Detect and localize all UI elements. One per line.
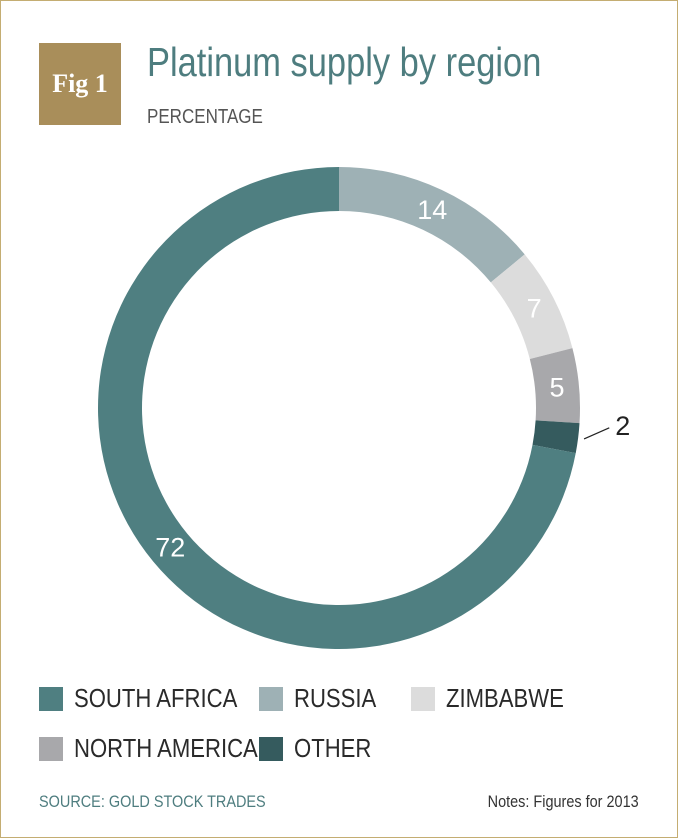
legend-swatch	[411, 686, 435, 711]
donut-chart: 14 7 5 2 72	[98, 167, 630, 649]
donut-slice-russia	[339, 167, 525, 283]
legend-item-other: OTHER	[259, 733, 385, 764]
legend-item-north-america: NORTH AMERICA	[39, 733, 290, 764]
data-label-south-africa: 72	[155, 533, 185, 563]
legend-item-zimbabwe: ZIMBABWE	[411, 683, 585, 714]
legend-swatch	[259, 686, 283, 711]
data-label-russia: 14	[417, 195, 447, 225]
legend-swatch	[39, 686, 63, 711]
footnote: Notes: Figures for 2013	[487, 792, 639, 811]
legend-swatch	[39, 736, 63, 761]
donut-slice-north-america	[529, 348, 580, 424]
legend-label: SOUTH AFRICA	[74, 683, 238, 713]
leader-line-other	[583, 427, 610, 440]
data-label-north-america: 5	[550, 372, 565, 402]
data-label-zimbabwe: 7	[527, 294, 542, 324]
legend-swatch	[259, 736, 283, 761]
legend-label: OTHER	[294, 733, 372, 763]
legend-label: RUSSIA	[294, 683, 377, 713]
chart-subtitle: PERCENTAGE	[147, 106, 263, 128]
donut-slice-zimbabwe	[490, 254, 573, 360]
figure-badge: Fig 1	[39, 43, 121, 125]
chart-title: Platinum supply by region	[147, 39, 542, 85]
source-note: SOURCE: GOLD STOCK TRADES	[39, 792, 266, 811]
donut-slice-other	[532, 420, 580, 454]
legend-label: ZIMBABWE	[446, 683, 564, 713]
data-label-other: 2	[615, 411, 630, 441]
legend-label: NORTH AMERICA	[74, 733, 258, 763]
legend-item-south-africa: SOUTH AFRICA	[39, 683, 266, 714]
legend-item-russia: RUSSIA	[259, 683, 391, 714]
